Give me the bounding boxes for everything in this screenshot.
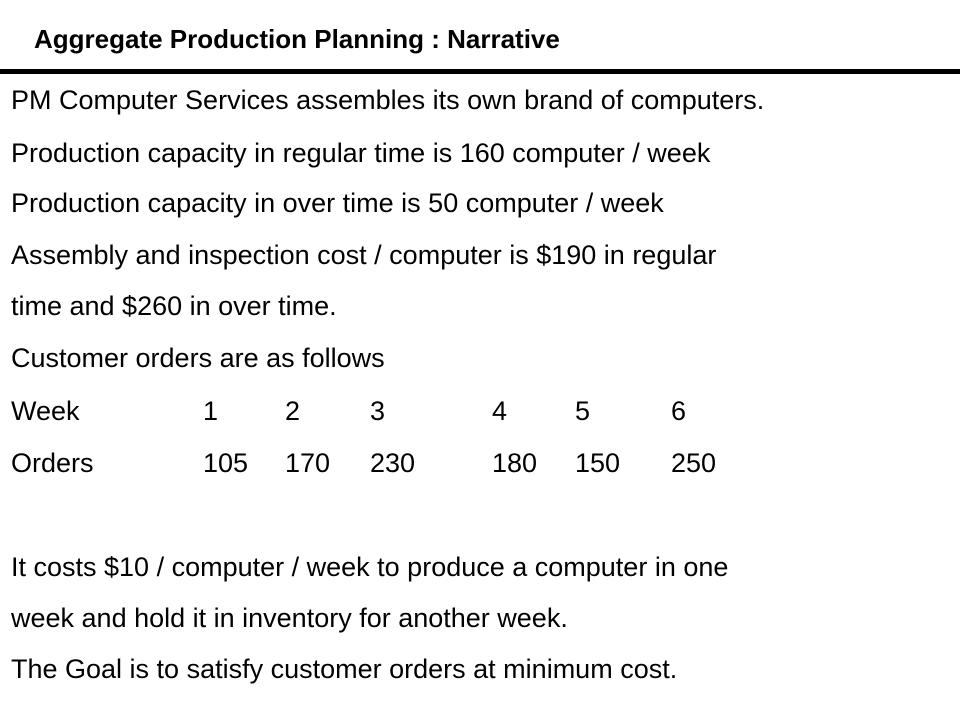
orders-label: Orders [11, 448, 94, 478]
week-5: 5 [575, 396, 591, 426]
orders-week-6: 250 [671, 448, 717, 478]
week-3: 3 [370, 396, 386, 426]
narrative-line-3: Production capacity in over time is 50 c… [11, 188, 664, 218]
title-divider [0, 69, 960, 74]
narrative-line-4: Assembly and inspection cost / computer … [11, 240, 717, 270]
narrative-line-1: PM Computer Services assembles its own b… [11, 85, 765, 115]
week-1: 1 [203, 396, 219, 426]
orders-table-header-row: Week 1 2 3 4 5 6 [11, 394, 811, 428]
week-4: 4 [492, 396, 508, 426]
narrative-line-6: Customer orders are as follows [11, 343, 385, 373]
orders-week-2: 170 [285, 448, 331, 478]
week-label: Week [11, 396, 80, 426]
closing-line-1: It costs $10 / computer / week to produc… [11, 552, 729, 582]
closing-line-2: week and hold it in inventory for anothe… [11, 603, 568, 633]
narrative-line-2: Production capacity in regular time is 1… [11, 138, 711, 168]
orders-week-4: 180 [492, 448, 538, 478]
week-6: 6 [671, 396, 687, 426]
orders-week-1: 105 [203, 448, 249, 478]
orders-week-3: 230 [370, 448, 416, 478]
week-2: 2 [285, 396, 301, 426]
narrative-line-5: time and $260 in over time. [11, 291, 337, 321]
orders-week-5: 150 [575, 448, 621, 478]
slide-title: Aggregate Production Planning : Narrativ… [34, 24, 560, 54]
orders-table-data-row: Orders 105 170 230 180 150 250 [11, 446, 811, 480]
closing-line-3: The Goal is to satisfy customer orders a… [11, 654, 678, 684]
